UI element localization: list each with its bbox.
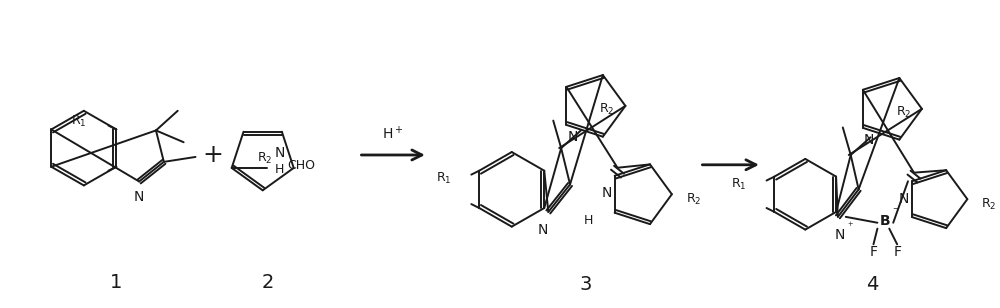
Text: N: N (602, 186, 612, 201)
Text: R$_1$: R$_1$ (436, 171, 452, 186)
Text: 2: 2 (261, 273, 274, 292)
Text: R$_1$: R$_1$ (71, 114, 87, 129)
Text: R$_2$: R$_2$ (686, 192, 701, 207)
Text: F: F (869, 245, 877, 259)
Text: H$^+$: H$^+$ (382, 125, 404, 142)
Text: $^-$: $^-$ (891, 206, 899, 216)
Text: N: N (134, 190, 144, 204)
Text: N: N (567, 130, 578, 144)
Text: R$_2$: R$_2$ (981, 197, 997, 212)
Text: N: N (899, 192, 909, 206)
Text: N: N (275, 146, 285, 160)
Text: $^+$: $^+$ (846, 222, 854, 232)
Text: R$_2$: R$_2$ (599, 102, 615, 117)
Text: +: + (203, 143, 224, 167)
Text: F: F (893, 245, 901, 259)
Text: CHO: CHO (287, 160, 315, 172)
Text: B: B (880, 214, 891, 228)
Text: 3: 3 (580, 275, 592, 294)
Text: R$_2$: R$_2$ (896, 105, 911, 120)
Text: R$_1$: R$_1$ (731, 177, 747, 192)
Text: 4: 4 (866, 275, 879, 294)
Text: H: H (275, 163, 285, 176)
Text: N: N (537, 223, 548, 237)
Text: 1: 1 (110, 273, 123, 292)
Text: N: N (835, 228, 845, 241)
Text: R$_2$: R$_2$ (257, 151, 272, 166)
Text: N: N (864, 133, 874, 147)
Text: H: H (584, 214, 594, 227)
